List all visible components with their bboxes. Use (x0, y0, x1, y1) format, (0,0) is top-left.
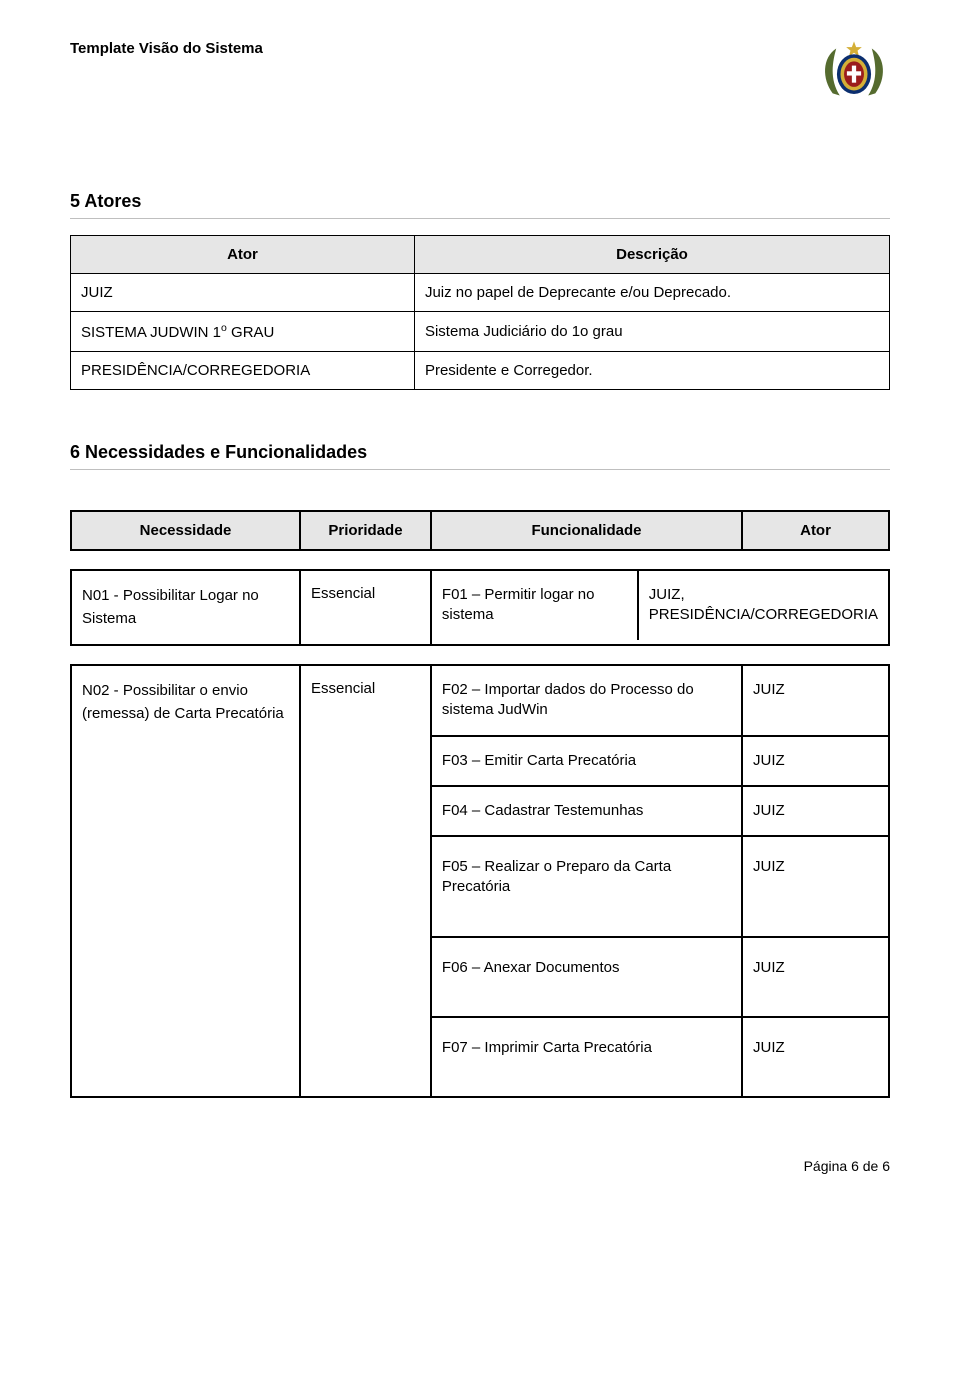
functionality-cell: F05 – Realizar o Preparo da Carta Precat… (432, 836, 742, 937)
priority-cell: Essencial (300, 570, 431, 645)
section-5-heading: 5 Atores (70, 189, 890, 219)
need-group-row: N02 - Possibilitar o envio (remessa) de … (71, 665, 889, 1097)
need-cell: N02 - Possibilitar o envio (remessa) de … (71, 665, 300, 1097)
functionality-actor-cell: JUIZ (742, 666, 888, 736)
functionality-actor-cell: JUIZ, PRESIDÊNCIA/CORREGEDORIA (638, 571, 888, 640)
actors-col-description: Descrição (414, 236, 889, 274)
actors-col-actor: Ator (71, 236, 415, 274)
needs-col-func-ator: Funcionalidade Ator (431, 511, 889, 550)
functionality-row: F04 – Cadastrar TestemunhasJUIZ (432, 786, 888, 836)
actor-cell: SISTEMA JUDWIN 1o GRAU (71, 312, 415, 352)
spacer-row (71, 645, 889, 665)
actors-header-row: Ator Descrição (71, 236, 890, 274)
actor-cell: PRESIDÊNCIA/CORREGEDORIA (71, 352, 415, 390)
needs-col-need: Necessidade (71, 511, 300, 550)
table-row: JUIZ Juiz no papel de Deprecante e/ou De… (71, 274, 890, 312)
page-footer: Página 6 de 6 (70, 1158, 890, 1174)
needs-header-row: Necessidade Prioridade Funcionalidade At… (71, 511, 889, 550)
functionality-cell: F02 – Importar dados do Processo do sist… (432, 666, 742, 736)
page-header: Template Visão do Sistema (70, 40, 890, 109)
needs-col-functionality: Funcionalidade (432, 512, 742, 549)
actor-label: PRESIDÊNCIA/CORREGEDORIA (81, 362, 310, 379)
functionality-row: F07 – Imprimir Carta PrecatóriaJUIZ (432, 1017, 888, 1096)
functionality-row: F03 – Emitir Carta PrecatóriaJUIZ (432, 736, 888, 786)
needs-col-priority: Prioridade (300, 511, 431, 550)
spacer-row (71, 550, 889, 570)
section-6-heading: 6 Necessidades e Funcionalidades (70, 440, 890, 470)
actor-label-post: GRAU (227, 324, 275, 341)
functionality-cell: F07 – Imprimir Carta Precatória (432, 1017, 742, 1096)
actor-cell: JUIZ (71, 274, 415, 312)
priority-cell: Essencial (300, 665, 431, 1097)
functionality-actor-cell: JUIZ (742, 937, 888, 1017)
crest-icon (818, 40, 890, 104)
needs-col-actor: Ator (742, 512, 888, 549)
functionality-actor-cell: JUIZ (742, 836, 888, 937)
actor-description: Juiz no papel de Deprecante e/ou Depreca… (414, 274, 889, 312)
needs-table: Necessidade Prioridade Funcionalidade At… (70, 510, 890, 1098)
functionality-cell: F01 – Permitir logar no sistema (432, 571, 638, 640)
functionality-cell: F04 – Cadastrar Testemunhas (432, 786, 742, 836)
actor-label: SISTEMA JUDWIN 1 (81, 324, 221, 341)
functionality-row: F06 – Anexar DocumentosJUIZ (432, 937, 888, 1017)
need-cell: N01 - Possibilitar Logar no Sistema (71, 570, 300, 645)
functionality-cell: F03 – Emitir Carta Precatória (432, 736, 742, 786)
page-number: Página 6 de 6 (804, 1158, 890, 1174)
functionality-row: F05 – Realizar o Preparo da Carta Precat… (432, 836, 888, 937)
actors-table: Ator Descrição JUIZ Juiz no papel de Dep… (70, 235, 890, 390)
need-group-row: N01 - Possibilitar Logar no Sistema Esse… (71, 570, 889, 645)
crest-emblem (818, 40, 890, 109)
actor-label: JUIZ (81, 284, 113, 301)
document-title: Template Visão do Sistema (70, 40, 263, 57)
functionality-row: F02 – Importar dados do Processo do sist… (432, 666, 888, 736)
functionality-cell: F06 – Anexar Documentos (432, 937, 742, 1017)
functionality-group: F01 – Permitir logar no sistemaJUIZ, PRE… (431, 570, 889, 645)
table-row: SISTEMA JUDWIN 1o GRAU Sistema Judiciári… (71, 312, 890, 352)
functionality-actor-cell: JUIZ (742, 786, 888, 836)
functionality-actor-cell: JUIZ (742, 736, 888, 786)
functionality-actor-cell: JUIZ (742, 1017, 888, 1096)
functionality-row: F01 – Permitir logar no sistemaJUIZ, PRE… (432, 571, 888, 640)
actor-description: Sistema Judiciário do 1o grau (414, 312, 889, 352)
functionality-group: F02 – Importar dados do Processo do sist… (431, 665, 889, 1097)
table-row: PRESIDÊNCIA/CORREGEDORIA Presidente e Co… (71, 352, 890, 390)
actor-description: Presidente e Corregedor. (414, 352, 889, 390)
